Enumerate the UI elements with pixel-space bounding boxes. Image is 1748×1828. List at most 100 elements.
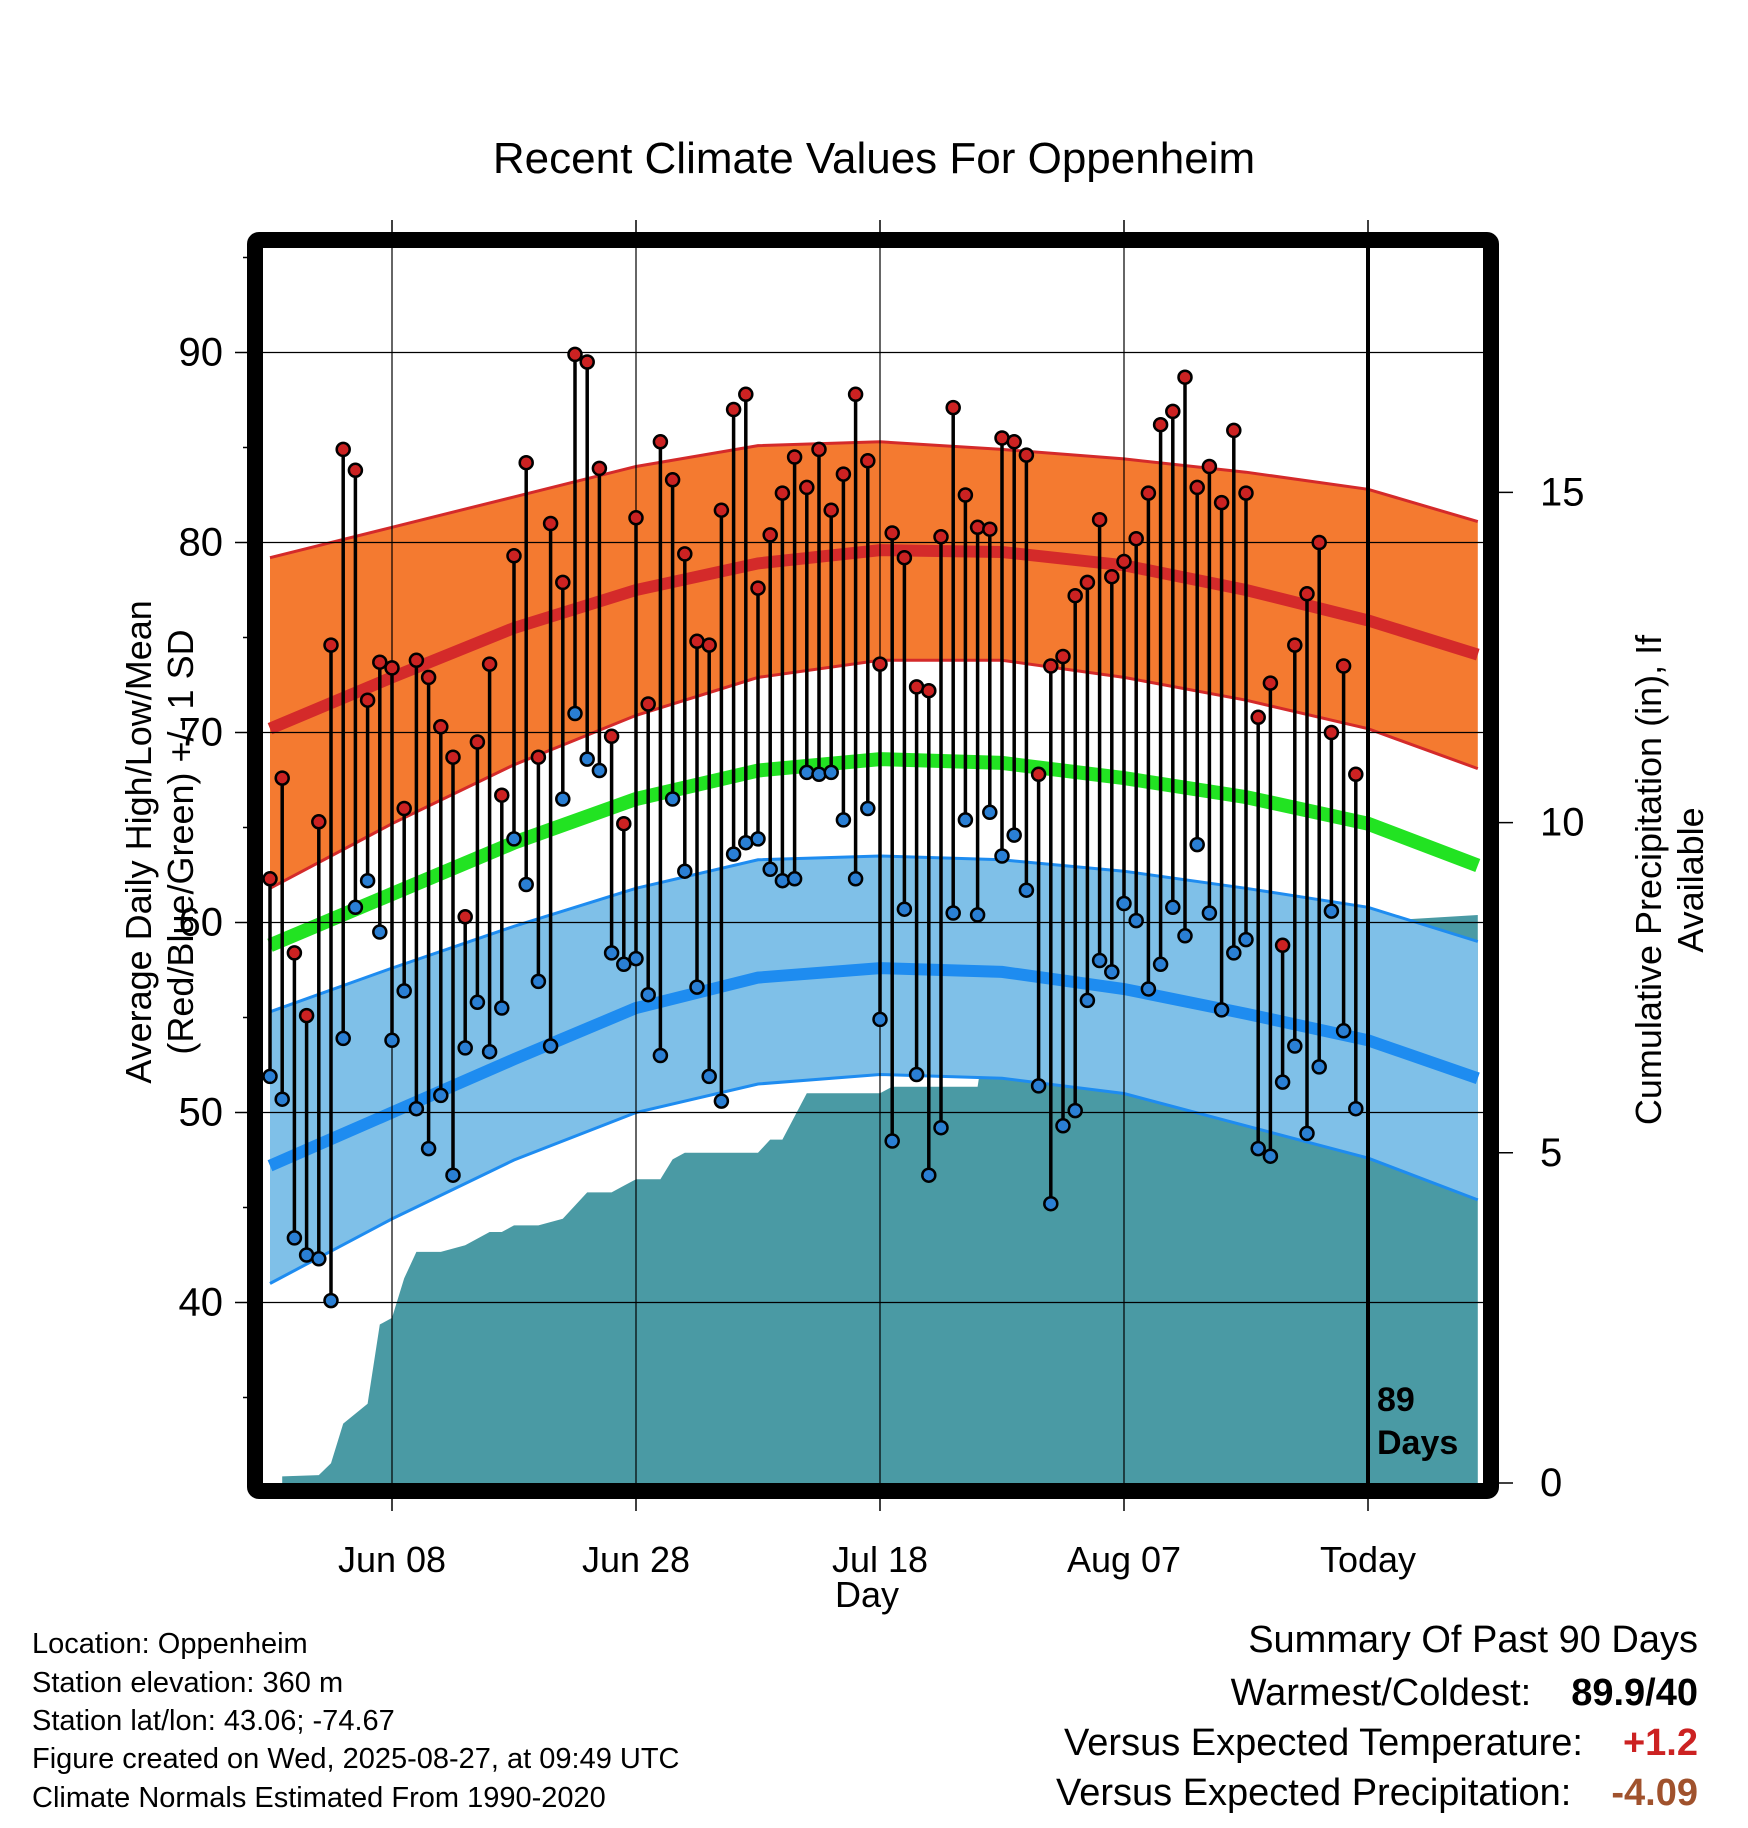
obs-high-point: [518, 454, 534, 471]
obs-low-point: [713, 1093, 730, 1109]
obs-high-point: [786, 449, 803, 465]
obs-low-point: [1213, 1002, 1230, 1018]
meta-latlon: Station lat/lon: 43.06; -74.67: [32, 1705, 395, 1737]
obs-high-point: [1091, 511, 1108, 528]
obs-low-point: [774, 872, 791, 889]
obs-high-point: [359, 692, 376, 708]
obs-high-point: [982, 521, 998, 537]
obs-high-point: [933, 529, 949, 545]
obs-high-point: [274, 770, 290, 786]
obs-low-point: [433, 1087, 449, 1104]
meta-location: Location: Oppenheim: [32, 1628, 308, 1660]
obs-low-point: [335, 1030, 351, 1047]
obs-low-point: [1287, 1038, 1303, 1054]
obs-high-point: [677, 546, 693, 562]
obs-high-point: [1067, 587, 1083, 604]
obs-low-point: [1250, 1140, 1266, 1157]
obs-low-point: [469, 994, 486, 1011]
obs-high-point: [1006, 434, 1022, 450]
obs-low-point: [274, 1091, 290, 1107]
obs-high-point: [750, 580, 766, 596]
obs-high-point: [945, 399, 961, 416]
obs-high-point: [1335, 658, 1352, 674]
obs-high-point: [384, 660, 400, 676]
obs-low-point: [1201, 905, 1218, 921]
obs-high-point: [457, 909, 473, 925]
obs-low-point: [506, 831, 522, 847]
obs-low-point: [384, 1032, 400, 1049]
obs-high-point: [1299, 586, 1315, 602]
obs-low-point: [347, 899, 364, 916]
obs-low-point: [969, 907, 986, 923]
obs-high-point: [884, 525, 900, 541]
chart-title: Recent Climate Values For Oppenheim: [492, 134, 1256, 183]
obs-high-point: [1177, 369, 1193, 385]
obs-low-point: [1299, 1125, 1315, 1142]
today-days-label-1: 89: [1377, 1381, 1415, 1419]
obs-high-point: [530, 749, 547, 765]
obs-low-point: [957, 812, 974, 828]
obs-low-point: [408, 1100, 425, 1117]
obs-low-point: [1335, 1023, 1352, 1039]
y-tick-label: 40: [179, 1281, 224, 1325]
obs-high-point: [860, 453, 876, 469]
obs-low-point: [908, 1066, 925, 1083]
obs-low-point: [457, 1040, 473, 1056]
obs-high-point: [921, 682, 937, 699]
obs-low-point: [1043, 1195, 1059, 1212]
obs-high-point: [420, 669, 437, 686]
obs-low-point: [750, 831, 766, 847]
obs-high-point: [1323, 724, 1340, 741]
obs-high-point: [335, 441, 351, 458]
y2-axis-label: Cumulative Precipitation (in), If Availa…: [1628, 634, 1711, 1126]
obs-high-point: [1274, 937, 1291, 954]
obs-low-point: [884, 1133, 900, 1149]
precip-value: -4.09: [1611, 1772, 1698, 1814]
obs-high-point: [542, 515, 559, 532]
precip-label: Versus Expected Precipitation:: [1055, 1772, 1572, 1814]
obs-high-point: [1055, 648, 1071, 665]
plot-frame: [247, 232, 1499, 1499]
obs-low-point: [1323, 903, 1340, 919]
obs-high-point: [1250, 709, 1266, 726]
obs-low-point: [652, 1047, 669, 1064]
y2-tick-label: 5: [1540, 1131, 1562, 1175]
obs-low-point: [1140, 981, 1157, 997]
summary-precip: Versus Expected Precipitation: -4.09: [1056, 1772, 1698, 1815]
obs-low-point: [1055, 1118, 1071, 1134]
obs-high-point: [298, 1007, 315, 1024]
obs-low-point: [481, 1043, 498, 1060]
obs-high-point: [872, 656, 888, 672]
meta-normals: Climate Normals Estimated From 1990-2020: [32, 1782, 606, 1814]
obs-high-point: [567, 346, 583, 363]
x-axis-label: Day: [835, 1574, 900, 1615]
obs-low-point: [311, 1251, 327, 1267]
y2-tick-label: 15: [1540, 470, 1585, 514]
obs-low-point: [786, 871, 803, 887]
obs-high-point: [469, 734, 486, 750]
obs-low-point: [1006, 827, 1022, 843]
obs-high-point: [1189, 479, 1205, 496]
obs-high-point: [1104, 568, 1120, 585]
obs-low-point: [1165, 899, 1181, 916]
obs-high-point: [481, 656, 498, 672]
obs-low-point: [420, 1140, 437, 1157]
obs-low-point: [628, 950, 644, 967]
low-sd-band: [270, 856, 1478, 1284]
obs-low-point: [616, 956, 632, 973]
obs-low-point: [872, 1011, 888, 1028]
obs-high-point: [1201, 458, 1218, 475]
obs-low-point: [603, 945, 620, 961]
obs-high-point: [811, 441, 827, 458]
obs-low-point: [689, 979, 705, 995]
obs-high-point: [713, 502, 730, 518]
obs-low-point: [1226, 945, 1242, 961]
obs-high-point: [628, 510, 644, 526]
obs-high-point: [1165, 403, 1181, 420]
obs-low-point: [591, 762, 608, 779]
obs-low-point: [1189, 836, 1205, 853]
obs-high-point: [579, 354, 595, 370]
obs-low-point: [835, 812, 852, 828]
obs-low-point: [1116, 895, 1132, 912]
